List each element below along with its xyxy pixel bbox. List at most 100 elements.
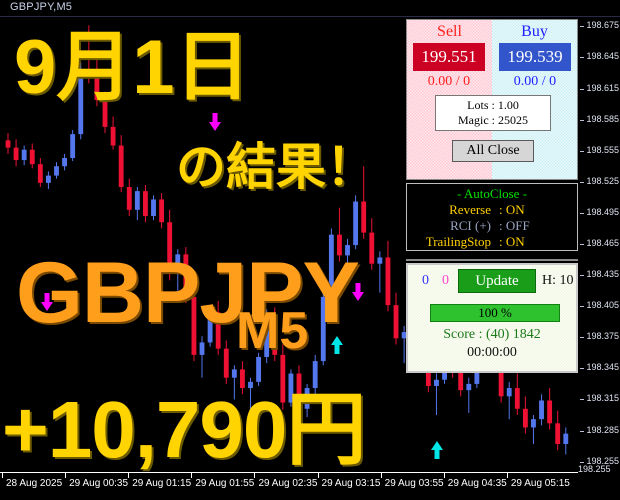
candle-body [328,234,334,297]
autoclose-title: - AutoClose - [456,186,528,201]
price-tick-mark [580,26,584,28]
sell-arrow-icon [352,283,364,301]
price-tick-mark [580,119,584,121]
candle-body [458,371,464,391]
candle-body [240,369,245,389]
candle-body [385,257,391,306]
candle-body [555,423,561,445]
indicator-strip [406,252,578,264]
price-tick-mark [580,150,584,152]
trailingstop-value: : ON [499,234,525,249]
candle-body [288,373,294,403]
buy-arrow-icon [431,441,443,459]
update-top-row: 0 0 Update H: 10 [408,265,576,297]
time-tick-label: 28 Aug 2025 [6,478,63,489]
magic-value: Magic : 25025 [458,113,528,127]
candle-body [175,254,181,275]
price-tick-label: 198.645 [586,51,619,62]
price-tick-label: 198.525 [586,175,619,186]
candle-body [337,234,342,256]
price-tick-mark [580,212,584,214]
price-axis[interactable]: 198.675 198.645 198.615 198.585 198.555 198.5… [578,16,620,472]
time-axis[interactable]: 198.255 28 Aug 2025 29 Aug 00:35 29 Aug 01… [0,464,620,500]
candle-body [231,369,237,378]
autoclose-row-rci[interactable]: RCI (+) : OFF [407,218,577,234]
time-tick-mark [65,473,67,478]
price-tick-label: 198.345 [586,362,619,373]
candle-body [369,232,375,264]
time-tick-label: 29 Aug 01:55 [195,478,255,489]
price-tick-label: 198.675 [586,20,619,31]
candle-body [256,356,262,382]
price-tick-mark [580,399,584,401]
candle-body [401,332,407,339]
window-title: GBPJPY,M5 [10,1,73,13]
candle-body [531,419,536,428]
overlay-timeframe-text: M5 [236,302,309,360]
candle-body [377,257,383,264]
trailingstop-key: TrailingStop [425,234,491,249]
candle-body [345,245,350,256]
reverse-value: : ON [499,202,525,217]
candle-body [248,381,253,389]
time-tick-label: 29 Aug 04:35 [447,478,507,489]
sell-arrow-icon [209,113,221,131]
candle-body [466,383,472,391]
candle-body [498,356,504,397]
candle-body [207,312,213,343]
time-tick-label: 29 Aug 05:15 [510,478,570,489]
candle-body [320,296,326,362]
price-tick-label: 198.375 [586,331,619,342]
price-tick-mark [580,244,584,245]
candle-body [167,222,173,275]
candle-body [304,388,310,409]
candle-body [223,348,229,378]
candle-body [514,388,520,409]
candle-body [102,99,108,127]
price-tick-mark [580,57,584,59]
price-tick-mark [580,461,584,463]
trade-panel[interactable]: Sell Buy 199.551 199.539 0.00 / 0 0.00 /… [406,19,578,180]
candle-body [134,191,140,210]
h-value-label: H: 10 [542,273,574,288]
buy-header-label: Buy [521,23,548,40]
candle-body [272,315,278,355]
all-close-button[interactable]: All Close [452,140,534,162]
sell-price-button[interactable]: 199.551 [413,43,485,71]
candle-body [78,69,84,135]
time-tick-label: 29 Aug 00:35 [69,478,129,489]
price-tick-label: 198.585 [586,113,619,124]
time-tick-mark [317,473,319,478]
candle-body [29,149,35,165]
sell-header-label: Sell [437,23,462,40]
counter-b: 0 [442,273,449,288]
time-tick-mark [254,473,256,478]
candle-body [143,191,148,217]
time-tick-mark [128,473,130,478]
autoclose-row-trailingstop[interactable]: TrailingStop : ON [407,234,577,250]
autoclose-panel[interactable]: - AutoClose - Reverse : ON RCI (+) : OFF… [406,183,578,251]
candle-body [280,354,286,403]
candle-body [183,254,189,297]
overlay-date-text: 9月1日 [14,25,251,110]
candle-body [118,145,124,187]
price-tick-mark [580,275,584,277]
candle-body [5,140,11,148]
price-tick-mark [580,337,584,339]
candle-body [474,365,480,384]
sell-profit-loss: 0.00 / 0 [427,74,471,89]
autoclose-row-reverse[interactable]: Reverse : ON [407,202,577,218]
candle-body [296,373,302,409]
buy-price-button[interactable]: 199.539 [499,43,571,71]
last-price-label: 198.255 [578,464,611,474]
update-panel[interactable]: 0 0 Update H: 10 100 % Score : (40) 1842… [406,263,578,373]
price-tick-label: 198.435 [586,269,619,280]
update-button[interactable]: Update [458,269,536,293]
candle-body [54,166,59,176]
candle-body [506,388,512,397]
candle-body [94,75,100,100]
overlay-result-text: の結果！ [176,139,376,195]
candle-body [159,199,165,223]
candle-body [215,312,221,349]
price-tick-label: 198.615 [586,82,619,93]
